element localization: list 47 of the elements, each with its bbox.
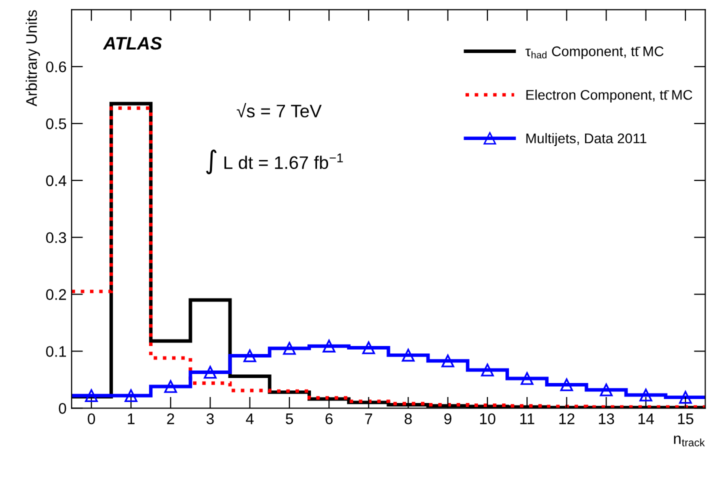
legend-label: Multijets, Data 2011 xyxy=(526,133,646,146)
y-tick-label: 0.1 xyxy=(46,346,66,357)
annotation: √s = 7 TeV xyxy=(236,102,322,118)
x-tick-label: 12 xyxy=(559,413,574,424)
point xyxy=(283,342,296,355)
point xyxy=(600,384,613,396)
x-tick-label: 0 xyxy=(88,413,96,424)
point xyxy=(520,372,534,385)
point xyxy=(243,349,256,362)
x-tick-label: 7 xyxy=(365,414,372,424)
point xyxy=(85,389,98,402)
point xyxy=(481,364,494,376)
y-tick-label: 0.6 xyxy=(46,61,66,72)
x-tick-label: 5 xyxy=(286,414,294,424)
legend-label: τ$_{had}$ Component, tt̄ MC xyxy=(525,46,664,59)
x-tick-label: 3 xyxy=(206,413,214,424)
y-tick-label: 0.4 xyxy=(46,175,66,186)
point xyxy=(362,341,376,354)
x-axis-title: n$_{track}$ xyxy=(674,436,705,446)
point xyxy=(204,366,217,379)
x-tick-label: 1 xyxy=(128,414,135,424)
point xyxy=(639,388,652,402)
y-tick-label: 0.5 xyxy=(46,118,66,130)
x-tick-label: 10 xyxy=(480,413,496,424)
point xyxy=(679,390,692,404)
x-tick-label: 9 xyxy=(444,413,452,424)
legend-label: Electron Component, tt̄ MC xyxy=(526,90,692,103)
x-tick-label: 2 xyxy=(167,413,174,424)
point xyxy=(560,378,574,392)
x-tick-label: 11 xyxy=(520,414,534,424)
y-tick-label: 0.3 xyxy=(46,232,66,244)
point xyxy=(441,354,454,368)
x-tick-label: 6 xyxy=(326,413,333,424)
point xyxy=(124,389,138,402)
x-tick-label: 4 xyxy=(246,414,254,424)
x-tick-label: 13 xyxy=(598,413,614,424)
y-tick-label: 0 xyxy=(58,403,66,414)
x-tick-label: 15 xyxy=(678,414,694,424)
x-tick-label: 14 xyxy=(638,414,654,424)
point xyxy=(164,380,177,393)
x-tick-label: 8 xyxy=(404,413,412,424)
point xyxy=(402,348,415,362)
point xyxy=(322,340,336,352)
annotation: ATLAS xyxy=(102,36,162,50)
y-tick-label: 0.2 xyxy=(46,289,66,300)
y-axis-title: Arbitrary Units xyxy=(26,10,40,106)
annotation: ∫ L dt = 1.67 fb$^{−1}$ xyxy=(206,150,343,174)
